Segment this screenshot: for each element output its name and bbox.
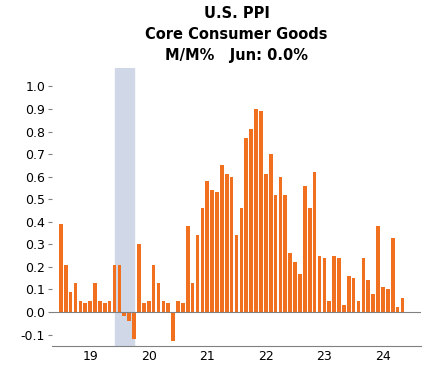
Bar (196, 235, 199, 312)
Bar (171, 312, 175, 341)
Bar (298, 274, 302, 312)
Bar (83, 303, 87, 312)
Bar (64, 264, 68, 312)
Bar (381, 287, 385, 312)
Bar (230, 177, 233, 312)
Bar (118, 264, 121, 312)
Bar (88, 301, 92, 312)
Bar (93, 283, 97, 312)
Bar (303, 186, 307, 312)
Bar (366, 280, 370, 312)
Bar (332, 256, 336, 312)
Bar (191, 283, 194, 312)
Bar (347, 276, 351, 312)
Bar (396, 307, 399, 312)
Title: U.S. PPI
Core Consumer Goods
M/M%   Jun: 0.0%: U.S. PPI Core Consumer Goods M/M% Jun: 0… (145, 6, 328, 63)
Bar (372, 294, 375, 312)
Bar (152, 264, 155, 312)
Bar (127, 312, 131, 321)
Bar (274, 195, 277, 312)
Bar (74, 283, 77, 312)
Bar (322, 258, 326, 312)
Bar (313, 172, 316, 312)
Bar (186, 226, 190, 312)
Bar (283, 195, 287, 312)
Bar (122, 312, 126, 317)
Bar (220, 165, 224, 312)
Bar (69, 292, 72, 312)
Bar (235, 235, 238, 312)
Bar (259, 111, 263, 312)
Bar (327, 301, 331, 312)
Bar (142, 303, 146, 312)
Bar (240, 208, 243, 312)
Bar (362, 258, 365, 312)
Bar (201, 208, 204, 312)
Bar (244, 138, 248, 312)
Bar (115, 68, 134, 346)
Bar (176, 301, 180, 312)
Bar (137, 244, 141, 312)
Bar (337, 258, 341, 312)
Bar (288, 253, 292, 312)
Bar (103, 303, 107, 312)
Bar (264, 174, 268, 312)
Bar (269, 154, 273, 312)
Bar (215, 192, 219, 312)
Bar (79, 301, 82, 312)
Bar (59, 224, 62, 312)
Bar (254, 109, 258, 312)
Bar (132, 312, 136, 339)
Bar (386, 290, 390, 312)
Bar (161, 301, 165, 312)
Bar (108, 301, 112, 312)
Bar (157, 283, 160, 312)
Bar (98, 301, 102, 312)
Bar (181, 303, 185, 312)
Bar (318, 256, 321, 312)
Bar (210, 190, 214, 312)
Bar (376, 226, 380, 312)
Bar (147, 301, 151, 312)
Bar (352, 278, 355, 312)
Bar (279, 177, 282, 312)
Bar (250, 129, 253, 312)
Bar (342, 305, 346, 312)
Bar (205, 181, 209, 312)
Bar (391, 238, 395, 312)
Bar (308, 208, 312, 312)
Bar (293, 262, 297, 312)
Bar (401, 298, 404, 312)
Bar (166, 303, 170, 312)
Bar (357, 301, 360, 312)
Bar (113, 264, 116, 312)
Bar (225, 174, 229, 312)
